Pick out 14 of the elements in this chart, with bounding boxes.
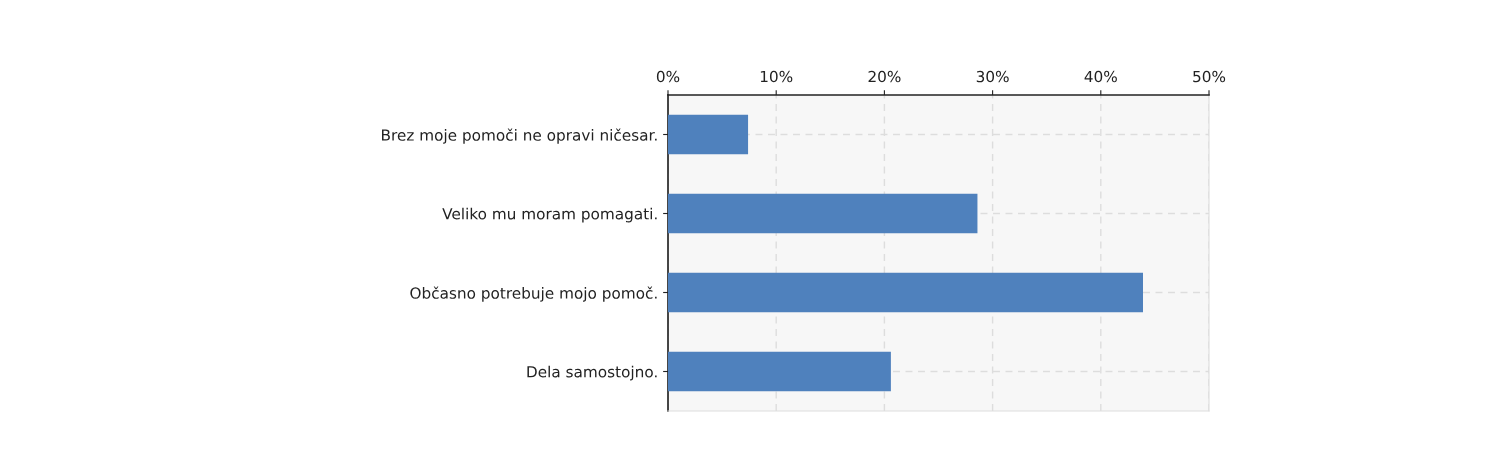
x-tick-label: 40% <box>1084 70 1117 83</box>
bar <box>668 272 1143 313</box>
y-tick-label: Občasno potrebuje mojo pomoč. <box>410 286 657 302</box>
x-tick-label: 0% <box>656 70 680 83</box>
x-tick-label: 50% <box>1193 70 1226 83</box>
bar <box>668 351 891 392</box>
x-tick-label: 10% <box>760 70 793 83</box>
x-tick-label: 30% <box>976 70 1009 83</box>
bar <box>668 193 978 234</box>
x-tick-label: 20% <box>868 70 901 83</box>
bar <box>668 114 749 155</box>
y-tick-label: Veliko mu moram pomagati. <box>442 207 657 223</box>
y-tick-label: Dela samostojno. <box>527 365 657 381</box>
y-tick-label: Brez moje pomoči ne opravi ničesar. <box>382 128 657 144</box>
